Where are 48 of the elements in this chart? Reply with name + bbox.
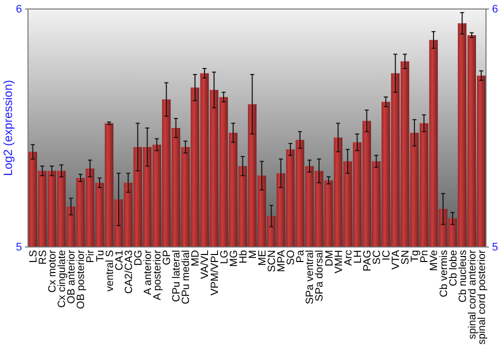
x-tick-label: LH bbox=[352, 250, 364, 264]
x-tick-label: Hb bbox=[237, 250, 250, 264]
x-tick-label: CA1 bbox=[113, 250, 126, 270]
x-tick-label: LS bbox=[27, 250, 40, 263]
x-tick-label: Cx cingulate bbox=[56, 250, 68, 308]
x-tick-label: MG bbox=[228, 250, 240, 267]
x-tick-label: GP bbox=[161, 250, 174, 266]
x-tick-label: ME bbox=[256, 250, 268, 266]
x-tick-label: spinal cord anterior bbox=[466, 249, 478, 340]
y2-tick-label: 6 bbox=[492, 4, 498, 16]
x-tick-label: PAG bbox=[361, 250, 374, 272]
x-tick-label: Tg bbox=[409, 250, 422, 262]
y2-tick-label: 5 bbox=[492, 242, 498, 254]
x-tick-label: Cb nucleus bbox=[456, 250, 469, 303]
x-tick-label: SN bbox=[400, 250, 412, 265]
x-tick-label: SCN bbox=[266, 250, 278, 272]
x-tick-label: IC bbox=[380, 250, 392, 260]
x-tick-label: SC bbox=[370, 250, 383, 265]
x-tick-label: VMH bbox=[332, 250, 345, 274]
x-tick-label: Cb vermis bbox=[438, 250, 450, 298]
x-tick-label: CPu medial bbox=[180, 250, 192, 304]
x-tick-label: MD bbox=[190, 250, 202, 266]
x-tick-label: spinal cord posterior bbox=[476, 249, 488, 345]
x-tick-label: RS bbox=[36, 250, 49, 265]
x-tick-label: OB posterior bbox=[75, 250, 88, 309]
x-tick-label: Tu bbox=[94, 250, 106, 262]
y-axis-title: Log2 (expression) bbox=[1, 80, 15, 176]
x-tick-label: Pa bbox=[294, 250, 307, 263]
x-tick-label: MVe bbox=[428, 250, 440, 272]
x-tick-label: SPa dorsal bbox=[314, 250, 326, 302]
x-tick-label: VPM/VPL bbox=[208, 250, 221, 296]
x-tick-label: A anterior bbox=[142, 250, 154, 295]
x-tick-label: MPA bbox=[276, 250, 288, 272]
x-tick-label: Cb lobe bbox=[447, 250, 460, 286]
x-tick-label: LG bbox=[218, 250, 230, 264]
x-tick-label: OB anterior bbox=[66, 250, 78, 304]
x-tick-label: Pir bbox=[84, 250, 97, 263]
x-tick-label: M bbox=[246, 250, 259, 259]
x-tick-label: DM bbox=[323, 250, 336, 266]
x-tick-label: A posterior bbox=[151, 250, 164, 300]
x-tick-label: DG bbox=[132, 250, 144, 266]
x-tick-label: Pn bbox=[418, 250, 431, 263]
x-tick-label: ventral S bbox=[104, 250, 116, 292]
x-tick-label: SO bbox=[285, 250, 298, 266]
x-tick-label: VA/VL bbox=[199, 250, 212, 279]
x-tick-label: VTA bbox=[390, 250, 402, 270]
x-tick-label: Arc bbox=[342, 250, 354, 266]
x-tick-label: CA2/CA3 bbox=[122, 250, 135, 294]
